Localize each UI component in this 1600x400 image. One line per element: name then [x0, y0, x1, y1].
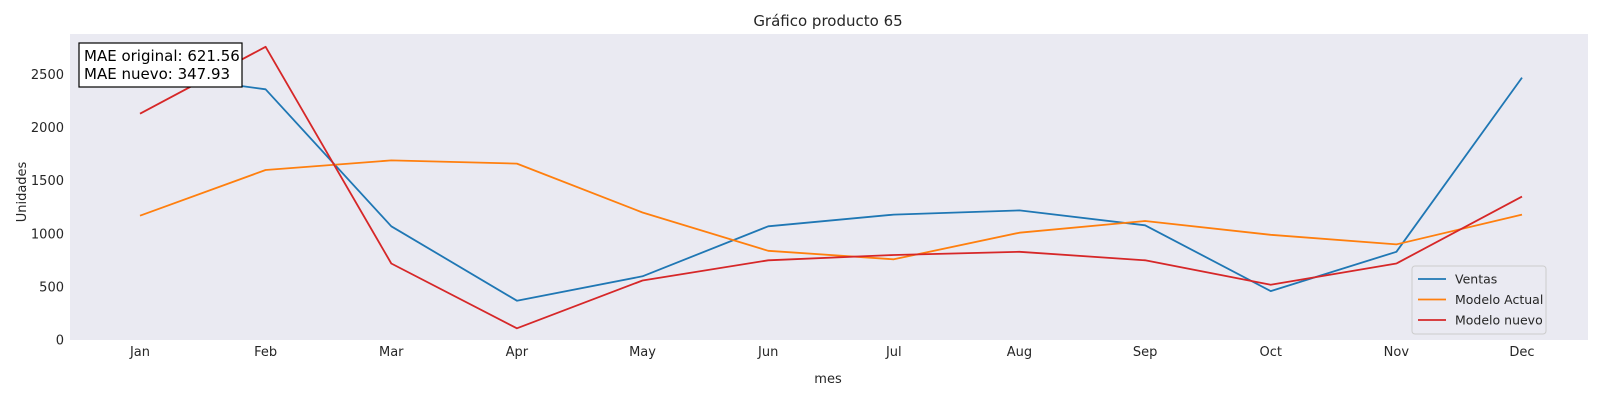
y-axis: 0 500 1000 1500 2000 2500 [31, 68, 64, 349]
annotation-line: MAE original: 621.56 [84, 47, 240, 65]
chart-title: Gráfico producto 65 [753, 12, 902, 30]
legend-label: Modelo nuevo [1455, 313, 1543, 328]
y-tick-label: 2000 [31, 121, 64, 136]
annotation-line: MAE nuevo: 347.93 [84, 65, 230, 83]
legend-box [1411, 265, 1547, 335]
x-tick-label: Feb [254, 345, 277, 360]
x-axis-label: mes [814, 372, 842, 387]
x-tick-label: Jan [129, 345, 150, 360]
x-tick-label: Mar [379, 345, 404, 360]
x-tick-label: Apr [506, 345, 529, 360]
x-tick-label: Jul [885, 345, 902, 360]
y-tick-label: 2500 [31, 68, 64, 83]
y-tick-label: 1500 [31, 174, 64, 189]
x-tick-label: May [629, 345, 656, 360]
legend-label: Ventas [1455, 272, 1497, 287]
x-tick-label: Jun [757, 345, 778, 360]
legend: Ventas Modelo Actual Modelo nuevo [1411, 265, 1547, 335]
x-tick-label: Nov [1384, 345, 1410, 360]
x-tick-label: Aug [1007, 345, 1032, 360]
annotation-box [78, 42, 243, 88]
series-line [139, 71, 1523, 302]
series-lines [139, 45, 1523, 330]
plot-area [70, 34, 1588, 340]
y-tick-label: 0 [56, 334, 64, 349]
series-line [139, 159, 1523, 261]
x-tick-label: Dec [1509, 345, 1534, 360]
y-axis-label: Unidades [15, 161, 30, 222]
y-tick-label: 500 [39, 280, 64, 295]
x-tick-label: Oct [1259, 345, 1281, 360]
x-tick-label: Sep [1133, 345, 1158, 360]
y-tick-label: 1000 [31, 227, 64, 242]
x-axis: Jan Feb Mar Apr May Jun Jul Aug Sep Oct Nov Dec [129, 345, 1535, 360]
series-line [139, 45, 1523, 330]
legend-label: Modelo Actual [1455, 292, 1543, 307]
